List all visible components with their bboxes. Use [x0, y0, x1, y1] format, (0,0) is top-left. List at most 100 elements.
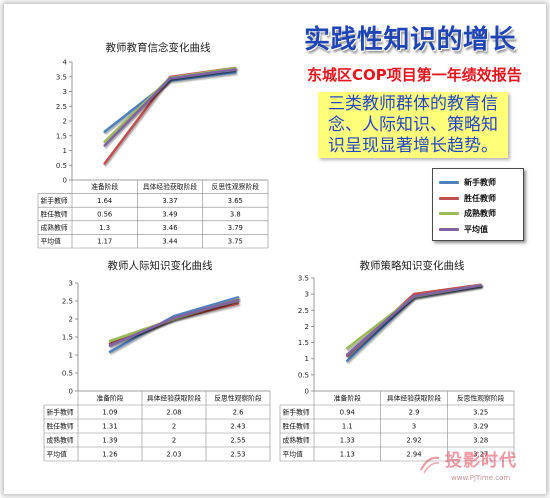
y-tick-label: 0.5	[62, 370, 73, 378]
table-value-cell: 1.09	[102, 408, 117, 416]
slide-frame	[4, 4, 546, 494]
y-tick-label: 3	[69, 280, 73, 288]
table-header-cell: 具体经验获取阶段	[143, 182, 198, 191]
table-value-cell: 3.37	[162, 197, 177, 205]
table-row-label: 平均值	[283, 449, 304, 458]
table-header-cell: 反思性观察阶段	[212, 182, 260, 191]
table-value-cell: 1.3	[99, 224, 110, 232]
y-tick-label: 3.5	[56, 73, 67, 81]
y-tick-label: 4	[63, 59, 68, 67]
y-tick-label: 1.5	[56, 132, 67, 140]
table-header-cell: 具体经验获取阶段	[147, 393, 202, 402]
table-row-label: 新手教师	[47, 407, 74, 416]
table-row-label: 新手教师	[41, 196, 68, 205]
series-line-average	[108, 298, 240, 347]
legend-swatch	[439, 196, 459, 200]
table-value-cell: 2.03	[166, 450, 181, 458]
summary-line: 念、人际知识、策略知	[328, 115, 498, 135]
chart-title: 教师教育信念变化曲线	[106, 41, 211, 54]
table-value-cell: 1.26	[102, 450, 117, 458]
y-tick-label: 3.5	[298, 275, 309, 283]
report-subtitle: 东城区COP项目第一年绩效报告	[307, 66, 522, 84]
y-tick-label: 0	[69, 388, 73, 396]
legend-swatch	[439, 212, 459, 216]
table-value-cell: 2.92	[406, 436, 421, 444]
y-tick-label: 2.5	[62, 298, 73, 306]
y-tick-label: 0.5	[298, 371, 309, 379]
table-row-label: 平均值	[41, 237, 62, 246]
table-value-cell: 1.39	[102, 436, 117, 444]
table-value-cell: 3.49	[162, 210, 177, 218]
table-value-cell: 0.94	[340, 408, 355, 416]
table-value-cell: 2.43	[230, 422, 245, 430]
chart-education-belief: 教师教育信念变化曲线 0 0.5 1 1.5 2 2.5 3 3.5 4 准备阶段 具体经验获取阶段 反…	[37, 41, 269, 249]
y-tick-label: 3	[63, 88, 67, 96]
legend-label: 新手教师	[464, 178, 496, 188]
legend-label: 成熟教师	[464, 209, 496, 219]
chart-title: 教师策略知识变化曲线	[360, 259, 465, 272]
y-tick-label: 0	[305, 388, 309, 396]
series-line-novice-teacher	[108, 296, 240, 354]
legend-item-competent-teacher: 胜任教师	[433, 191, 523, 207]
y-tick-label: 2.5	[56, 103, 67, 111]
table-value-cell: 3.75	[228, 238, 243, 246]
summary-callout: 三类教师群体的教育信 念、人际知识、策略知 识呈现显著增长趋势。	[318, 92, 508, 158]
table-value-cell: 2	[172, 436, 176, 444]
table-row-label: 胜任教师	[283, 421, 310, 430]
table-value-cell: 3.8	[230, 210, 241, 218]
y-tick-label: 3	[305, 291, 309, 299]
table-header-cell: 准备阶段	[334, 393, 361, 402]
table-row-label: 平均值	[47, 449, 68, 458]
series-line-average	[345, 284, 483, 356]
table-value-cell: 1.17	[97, 238, 112, 246]
table-header-cell: 反思性观察阶段	[457, 393, 505, 402]
y-tick-label: 0	[63, 177, 67, 185]
y-tick-label: 2	[69, 316, 73, 324]
table-row-label: 成熟教师	[283, 435, 310, 444]
legend-item-mature-teacher: 成熟教师	[433, 206, 523, 222]
table-value-cell: 2.55	[230, 436, 245, 444]
table-row-label: 新手教师	[283, 407, 310, 416]
y-tick-label: 2	[63, 118, 67, 126]
table-header-cell: 具体经验获取阶段	[387, 393, 442, 402]
legend-label: 胜任教师	[464, 193, 496, 203]
y-tick-label: 1	[69, 352, 73, 360]
chart-legend: 新手教师 胜任教师 成熟教师 平均值	[432, 168, 524, 241]
table-value-cell: 1.64	[97, 197, 112, 205]
series-line-average	[103, 68, 237, 147]
page-title: 实践性知识的增长	[304, 25, 517, 55]
table-value-cell: 3.44	[162, 238, 177, 246]
table-row-label: 成熟教师	[41, 223, 68, 232]
table-row-label: 胜任教师	[47, 421, 74, 430]
table-value-cell: 2.6	[233, 408, 244, 416]
watermark-url: www.PjTime.com	[451, 474, 511, 482]
table-header-cell: 准备阶段	[91, 182, 118, 191]
table-value-cell: 3.46	[162, 224, 177, 232]
legend-item-novice-teacher: 新手教师	[433, 175, 523, 191]
chart-title: 教师人际知识变化曲线	[108, 259, 213, 272]
table-value-cell: 1.33	[340, 436, 355, 444]
legend-swatch	[439, 181, 459, 185]
table-row-label: 成熟教师	[47, 435, 74, 444]
table-value-cell: 0.56	[97, 210, 112, 218]
legend-swatch	[439, 227, 459, 231]
legend-item-average: 平均值	[433, 222, 523, 238]
table-row-label: 胜任教师	[41, 209, 68, 218]
summary-line: 三类教师群体的教育信	[328, 94, 498, 114]
table-header-cell: 反思性观察阶段	[214, 393, 262, 402]
watermark: 投影时代 www.PjTime.com	[418, 450, 522, 488]
legend-label: 平均值	[464, 224, 488, 234]
y-tick-label: 0.5	[56, 162, 67, 170]
table-value-cell: 3.29	[473, 422, 488, 430]
y-tick-label: 1	[63, 147, 67, 155]
table-value-cell: 1.1	[342, 422, 353, 430]
table-value-cell: 2.08	[166, 408, 181, 416]
y-tick-label: 1	[305, 355, 309, 363]
table-value-cell: 2.94	[406, 450, 421, 458]
pjtime-logo-icon	[420, 456, 440, 474]
table-value-cell: 1.31	[102, 422, 117, 430]
table-value-cell: 3.27	[473, 450, 488, 458]
y-tick-label: 2.5	[298, 307, 309, 315]
